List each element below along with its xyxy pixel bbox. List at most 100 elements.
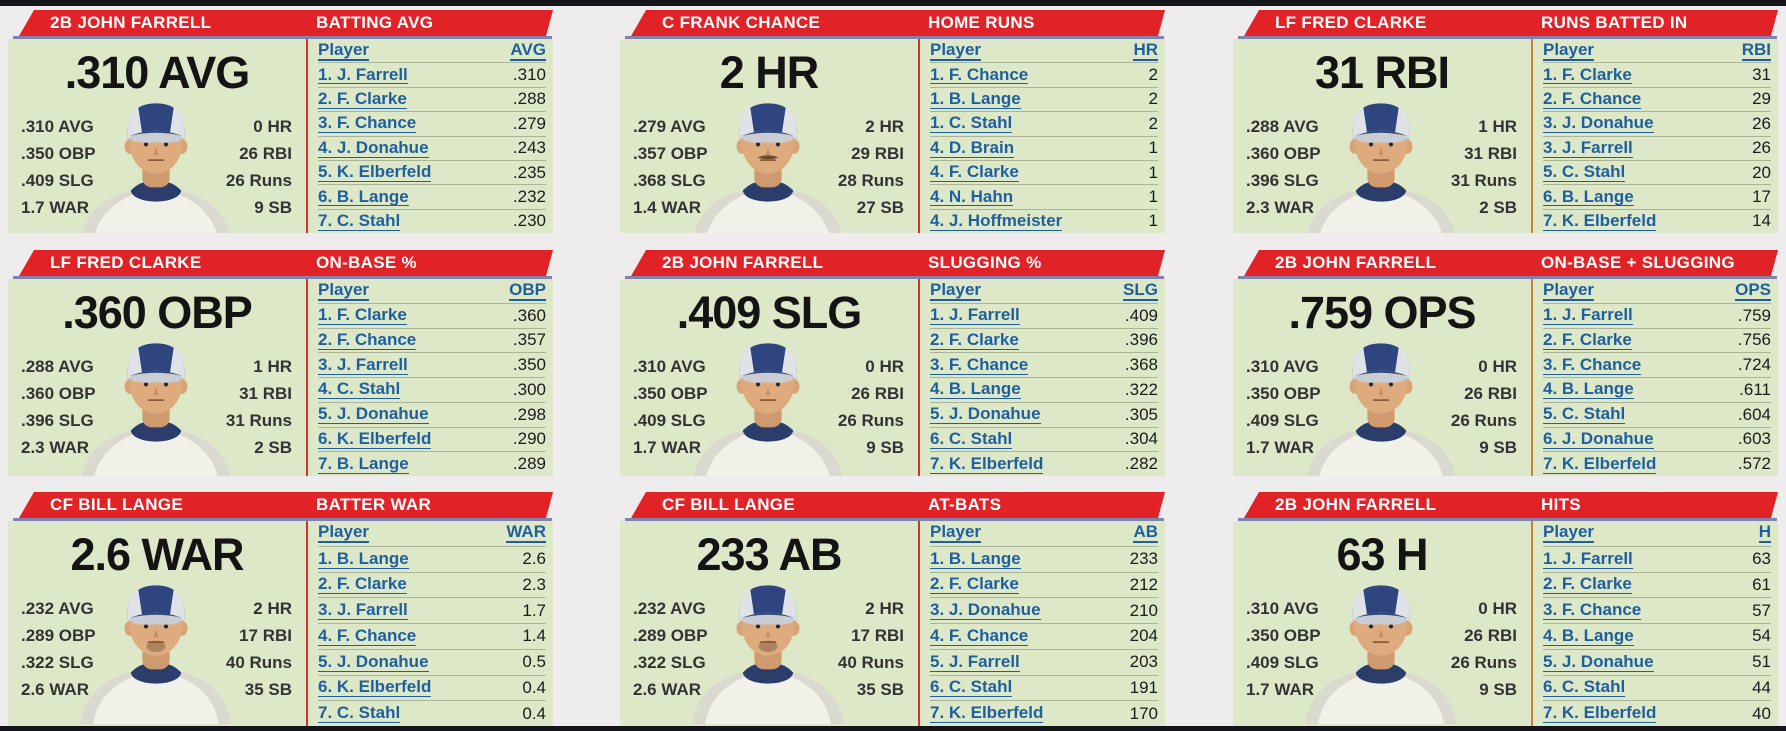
banner-player-link[interactable]: 2B JOHN FARRELL [1275, 495, 1437, 514]
leaderboard-value-column-header[interactable]: HR [1133, 39, 1158, 61]
leaderboard-player-link[interactable]: 5. J. Donahue [318, 651, 429, 672]
leaderboard-player-link[interactable]: 5. J. Donahue [930, 404, 1041, 425]
leaderboard-player-link[interactable]: 4. F. Chance [318, 625, 417, 646]
leaderboard-player-column-header[interactable]: Player [930, 522, 982, 544]
leaderboard-row: 6. C. Stahl 191 [930, 676, 1158, 702]
leaderboard-player-link[interactable]: 1. F. Chance [930, 64, 1029, 85]
player-portrait[interactable] [72, 577, 240, 724]
leaderboard-player-link[interactable]: 4. F. Chance [930, 625, 1029, 646]
leaderboard-player-link[interactable]: 6. K. Elberfeld [318, 677, 432, 698]
banner-player-link[interactable]: LF FRED CLARKE [1275, 13, 1427, 32]
leaderboard-player-link[interactable]: 2. F. Chance [1543, 89, 1642, 109]
leaderboard-player-link[interactable]: 4. B. Lange [930, 379, 1021, 400]
leaderboard-player-link[interactable]: 3. J. Farrell [318, 600, 408, 621]
leaderboard-player-link[interactable]: 3. J. Farrell [318, 354, 408, 375]
leaderboard-player-link[interactable]: 1. B. Lange [930, 89, 1021, 109]
leaderboard-player-link[interactable]: 2. F. Clarke [1543, 329, 1632, 350]
leaderboard-player-link[interactable]: 6. K. Elberfeld [318, 428, 432, 449]
leaderboard-player-column-header[interactable]: Player [1543, 279, 1595, 301]
leaderboard-player-link[interactable]: 2. F. Clarke [318, 89, 407, 109]
banner-player-link[interactable]: CF BILL LANGE [662, 495, 795, 514]
leaderboard-player-link[interactable]: 7. K. Elberfeld [930, 453, 1044, 474]
leaderboard-player-column-header[interactable]: Player [930, 39, 982, 61]
leaderboard-player-link[interactable]: 1. J. Farrell [318, 64, 408, 85]
leaderboard-player-column-header[interactable]: Player [318, 39, 370, 61]
leaderboard-value-column-header[interactable]: H [1758, 522, 1771, 544]
leaderboard-value-column-header[interactable]: SLG [1123, 279, 1158, 301]
leaderboard-player-column-header[interactable]: Player [930, 279, 982, 301]
leaderboard-player-link[interactable]: 6. C. Stahl [1543, 677, 1626, 698]
leaderboard-player-link[interactable]: 5. J. Donahue [318, 404, 429, 425]
leaderboard-player-link[interactable]: 1. J. Farrell [1543, 305, 1633, 326]
leaderboard-value-column-header[interactable]: OBP [509, 279, 546, 301]
player-portrait[interactable] [1297, 577, 1465, 724]
leaderboard-player-link[interactable]: 1. C. Stahl [930, 113, 1013, 134]
leaderboard-player-link[interactable]: 3. J. Donahue [930, 600, 1041, 621]
leaderboard-player-link[interactable]: 7. C. Stahl [318, 210, 401, 231]
leaderboard-player-link[interactable]: 4. F. Clarke [930, 162, 1019, 182]
leaderboard-player-link[interactable]: 7. K. Elberfeld [930, 703, 1044, 724]
leaderboard-player-link[interactable]: 2. F. Clarke [930, 329, 1019, 350]
leaderboard-player-link[interactable]: 4. B. Lange [1543, 625, 1634, 646]
banner-player-link[interactable]: 2B JOHN FARRELL [662, 253, 824, 272]
leaderboard-player-link[interactable]: 4. N. Hahn [930, 186, 1014, 207]
leaderboard-player-link[interactable]: 7. K. Elberfeld [1543, 210, 1657, 231]
leaderboard-player-link[interactable]: 1. J. Farrell [930, 305, 1020, 326]
leaderboard-player-link[interactable]: 3. F. Chance [1543, 600, 1642, 621]
leaderboard-player-link[interactable]: 1. B. Lange [930, 548, 1021, 569]
leaderboard-player-link[interactable]: 7. K. Elberfeld [1543, 703, 1657, 724]
leaderboard-player-link[interactable]: 1. F. Clarke [1543, 64, 1632, 85]
leaderboard-player-link[interactable]: 2. F. Clarke [318, 574, 407, 595]
banner-player-link[interactable]: 2B JOHN FARRELL [50, 13, 212, 32]
leaderboard-player-link[interactable]: 5. K. Elberfeld [318, 162, 432, 182]
player-portrait[interactable] [72, 335, 240, 476]
leaderboard-player-link[interactable]: 4. C. Stahl [318, 379, 401, 400]
leaderboard-player-link[interactable]: 3. F. Chance [318, 113, 417, 134]
leaderboard-player-link[interactable]: 3. F. Chance [930, 354, 1029, 375]
leaderboard-player-link[interactable]: 1. B. Lange [318, 548, 409, 569]
leaderboard-player-link[interactable]: 4. D. Brain [930, 137, 1015, 158]
player-portrait[interactable] [684, 335, 852, 476]
player-portrait[interactable] [684, 577, 852, 724]
leaderboard-player-link[interactable]: 2. F. Chance [318, 329, 417, 350]
leaderboard-player-link[interactable]: 6. J. Donahue [1543, 428, 1654, 449]
leaderboard-player-column-header[interactable]: Player [1543, 39, 1595, 61]
leaderboard-player-column-header[interactable]: Player [1543, 522, 1595, 544]
player-portrait[interactable] [72, 95, 240, 233]
leaderboard-value-column-header[interactable]: WAR [506, 522, 546, 544]
leaderboard-player-link[interactable]: 7. K. Elberfeld [1543, 453, 1657, 474]
banner-player-link[interactable]: CF BILL LANGE [50, 495, 183, 514]
leaderboard-value-column-header[interactable]: RBI [1741, 39, 1771, 61]
player-portrait[interactable] [1297, 335, 1465, 476]
banner-player-link[interactable]: LF FRED CLARKE [50, 253, 202, 272]
banner-player-link[interactable]: 2B JOHN FARRELL [1275, 253, 1437, 272]
leaderboard-player-link[interactable]: 6. B. Lange [1543, 186, 1634, 207]
leaderboard-player-column-header[interactable]: Player [318, 279, 370, 301]
leaderboard-player-link[interactable]: 6. B. Lange [318, 186, 409, 207]
leaderboard-player-link[interactable]: 4. J. Hoffmeister [930, 210, 1063, 231]
leaderboard-player-link[interactable]: 3. J. Farrell [1543, 137, 1633, 158]
leaderboard-player-link[interactable]: 6. C. Stahl [930, 428, 1013, 449]
leaderboard-player-link[interactable]: 5. J. Donahue [1543, 651, 1654, 672]
leaderboard-player-link[interactable]: 6. C. Stahl [930, 677, 1013, 698]
leaderboard-value-column-header[interactable]: OPS [1735, 279, 1771, 301]
leaderboard-player-link[interactable]: 3. F. Chance [1543, 354, 1642, 375]
leaderboard-player-link[interactable]: 2. F. Clarke [1543, 574, 1632, 595]
leaderboard-value-column-header[interactable]: AB [1133, 522, 1158, 544]
leaderboard-player-link[interactable]: 7. C. Stahl [318, 703, 401, 724]
leaderboard-player-link[interactable]: 5. C. Stahl [1543, 404, 1626, 425]
player-portrait[interactable] [684, 95, 852, 233]
leaderboard-player-link[interactable]: 5. C. Stahl [1543, 162, 1626, 182]
banner-player-link[interactable]: C FRANK CHANCE [662, 13, 821, 32]
leaderboard-player-column-header[interactable]: Player [318, 522, 370, 544]
leaderboard-value-column-header[interactable]: AVG [510, 39, 546, 61]
leaderboard-player-link[interactable]: 5. J. Farrell [930, 651, 1020, 672]
leaderboard-player-link[interactable]: 2. F. Clarke [930, 574, 1019, 595]
player-portrait[interactable] [1297, 95, 1465, 233]
leaderboard-player-link[interactable]: 7. B. Lange [318, 453, 409, 474]
leaderboard-player-link[interactable]: 3. J. Donahue [1543, 113, 1654, 134]
leaderboard-player-link[interactable]: 1. F. Clarke [318, 305, 407, 326]
leaderboard-player-link[interactable]: 4. B. Lange [1543, 379, 1634, 400]
leaderboard-player-link[interactable]: 1. J. Farrell [1543, 548, 1633, 569]
leaderboard-player-link[interactable]: 4. J. Donahue [318, 137, 429, 158]
